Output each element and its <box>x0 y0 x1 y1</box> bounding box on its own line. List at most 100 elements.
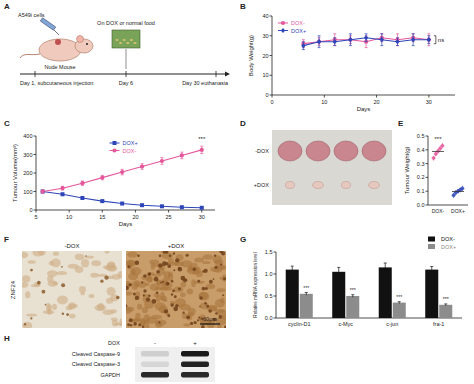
error-bar <box>337 267 340 276</box>
x-tick-label: 10 <box>66 214 72 220</box>
x-tick <box>69 210 70 213</box>
panel-label: H <box>4 334 10 343</box>
annotation: *** <box>198 136 206 142</box>
data-point <box>61 192 65 196</box>
texture <box>52 304 57 310</box>
texture <box>223 277 226 280</box>
timeline-label: Day 30 euthanasia <box>182 80 229 86</box>
texture <box>56 271 67 275</box>
y-tick <box>274 252 277 253</box>
band <box>181 362 209 368</box>
error-bar <box>430 267 433 273</box>
mean-line <box>452 191 464 192</box>
error-bar <box>302 42 305 50</box>
data-point <box>427 37 431 42</box>
food-box <box>112 30 140 48</box>
tumour-large <box>362 141 386 161</box>
data-point <box>41 189 45 193</box>
texture <box>100 279 103 282</box>
texture <box>186 316 190 320</box>
error-bar <box>180 152 183 159</box>
x-axis <box>272 95 455 96</box>
protein-label: GAPDH <box>100 372 120 378</box>
texture <box>132 281 138 289</box>
ihc-image <box>126 251 226 328</box>
lane-label: - <box>154 340 156 346</box>
bar <box>346 296 359 318</box>
legend-marker <box>281 21 285 25</box>
error-bar <box>200 146 203 153</box>
texture <box>220 263 222 265</box>
texture <box>47 304 51 311</box>
food-pellet <box>126 42 129 44</box>
mouse-tail <box>20 54 40 58</box>
y-tick <box>274 296 277 297</box>
x-tick-label: DOX- <box>432 208 445 214</box>
texture <box>75 266 84 273</box>
texture <box>30 317 32 319</box>
texture <box>199 296 202 299</box>
panel-label: G <box>240 235 246 244</box>
texture <box>167 314 170 317</box>
texture <box>202 261 210 264</box>
timeline-label: Day 1, subcutaneous injection <box>20 80 93 86</box>
texture <box>89 294 95 298</box>
y-axis-label: Body Weight(g) <box>248 35 254 76</box>
texture <box>127 251 138 257</box>
texture <box>183 278 187 282</box>
bar <box>379 267 392 318</box>
error-bar <box>121 169 124 175</box>
band <box>141 351 169 357</box>
texture <box>166 282 170 286</box>
texture <box>126 307 132 314</box>
texture <box>156 291 159 294</box>
texture <box>142 307 148 314</box>
texture <box>173 306 178 311</box>
texture <box>206 305 209 308</box>
texture <box>45 304 47 306</box>
texture <box>66 313 69 316</box>
texture <box>217 310 226 317</box>
texture <box>155 320 167 326</box>
y-tick-label: 0.0 <box>265 315 273 321</box>
data-point <box>120 202 124 206</box>
legend-marker <box>281 28 285 33</box>
texture <box>173 269 175 271</box>
tumour-large <box>278 141 302 161</box>
row-label: +DOX <box>254 182 269 188</box>
tumour-site <box>55 39 61 45</box>
texture <box>152 299 157 304</box>
y-tick <box>274 318 277 319</box>
texture <box>197 319 199 321</box>
texture <box>27 260 35 264</box>
texture <box>136 291 140 299</box>
legend: DOX-DOX+ <box>278 20 306 34</box>
annotation: *** <box>303 285 309 291</box>
texture <box>222 274 226 281</box>
y-tick-label: 100 <box>23 189 32 195</box>
texture <box>81 259 89 267</box>
texture <box>127 265 130 268</box>
texture <box>149 260 159 265</box>
texture <box>170 303 174 307</box>
y-tick-label: 40 <box>262 13 268 19</box>
legend-label: DOX+ <box>291 28 306 34</box>
texture <box>128 283 131 286</box>
annotation: *** <box>350 287 356 293</box>
x-axis-label: Days <box>357 106 371 112</box>
mean-line <box>432 151 444 152</box>
texture <box>85 255 95 258</box>
error-bar <box>333 34 336 46</box>
texture <box>172 290 175 293</box>
error-bar <box>141 164 144 170</box>
texture <box>206 284 216 289</box>
scale-bar-label: 60μm <box>203 316 217 322</box>
error-bar <box>333 38 336 46</box>
annotation: ns <box>438 37 444 43</box>
x-tick-label: 0 <box>270 99 273 105</box>
legend-marker <box>113 141 117 145</box>
data-point <box>80 181 84 185</box>
error-bar <box>365 34 368 42</box>
tumour-photo: -DOX+DOX <box>254 130 392 205</box>
treatment-label: On DOX or normal food <box>97 20 155 26</box>
